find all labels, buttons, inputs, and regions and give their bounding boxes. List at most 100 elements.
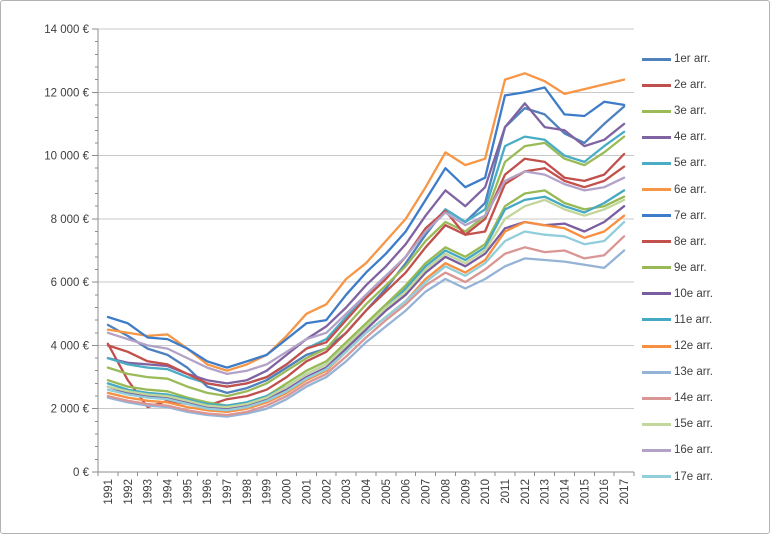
series-line-1er-arr xyxy=(106,105,626,395)
legend-line-swatch xyxy=(642,57,671,61)
x-tick-label: 2015 xyxy=(579,479,591,505)
legend-line-swatch xyxy=(642,161,671,165)
legend-line-swatch xyxy=(642,448,671,452)
legend-line-swatch xyxy=(642,370,671,374)
legend-item-4e-arr: 4e arr. xyxy=(642,124,713,150)
x-tick-label: 2008 xyxy=(440,479,452,505)
legend-item-3e-arr: 3e arr. xyxy=(642,98,713,124)
y-tick-label: 14 000 € xyxy=(44,24,89,36)
x-tick-label: 2017 xyxy=(619,479,631,505)
x-tick-label: 2014 xyxy=(560,478,572,504)
legend-item-12e-arr: 12e arr. xyxy=(642,333,713,359)
legend-line-swatch xyxy=(642,318,671,322)
legend-item-10e-arr: 10e arr. xyxy=(642,281,713,307)
x-tick-label: 1992 xyxy=(123,479,135,505)
x-tick-label: 2011 xyxy=(500,479,512,504)
y-tick-label: 2 000 € xyxy=(51,404,90,416)
series-line-9e-arr xyxy=(106,189,626,407)
x-tick-label: 2013 xyxy=(540,479,552,505)
legend-label: 2e arr. xyxy=(674,79,707,92)
legend-item-17e-arr: 17e arr. xyxy=(642,464,713,490)
legend-line-swatch xyxy=(642,422,671,426)
x-tick-label: 1991 xyxy=(103,479,115,505)
legend-label: 14e arr. xyxy=(674,392,713,405)
legend-label: 12e arr. xyxy=(674,340,713,353)
series-line-14e-arr xyxy=(106,235,626,417)
x-tick-label: 1997 xyxy=(222,479,234,505)
legend: 1er arr. 2e arr. 3e arr. 4e arr. 5e arr. 6e a… xyxy=(642,46,713,490)
x-tick-label: 2005 xyxy=(381,479,393,505)
y-tick-label: 10 000 € xyxy=(44,151,89,163)
series-line-16e-arr xyxy=(106,170,626,376)
x-tick-label: 2002 xyxy=(321,479,333,505)
legend-line-swatch xyxy=(642,214,671,218)
y-tick-label: 6 000 € xyxy=(51,277,90,289)
series-line-7e-arr xyxy=(106,86,626,369)
legend-label: 15e arr. xyxy=(674,418,713,431)
legend-label: 8e arr. xyxy=(674,235,707,248)
series-line-10e-arr xyxy=(106,205,626,410)
x-tick-label: 1996 xyxy=(202,479,214,505)
series-line-13e-arr xyxy=(106,249,626,418)
legend-item-6e-arr: 6e arr. xyxy=(642,176,713,202)
legend-line-swatch xyxy=(642,344,671,348)
legend-label: 3e arr. xyxy=(674,105,707,118)
y-tick-label: 12 000 € xyxy=(44,87,89,99)
x-tick-label: 1999 xyxy=(262,479,274,505)
legend-label: 11e arr. xyxy=(674,313,713,326)
legend-item-14e-arr: 14e arr. xyxy=(642,385,713,411)
legend-label: 6e arr. xyxy=(674,183,707,196)
x-tick-label: 1998 xyxy=(242,479,254,505)
legend-line-swatch xyxy=(642,396,671,400)
legend-label: 9e arr. xyxy=(674,261,707,274)
legend-item-11e-arr: 11e arr. xyxy=(642,307,713,333)
x-tick-label: 2007 xyxy=(421,479,433,505)
legend-item-1er-arr: 1er arr. xyxy=(642,46,713,72)
legend-item-15e-arr: 15e arr. xyxy=(642,411,713,437)
legend-label: 1er arr. xyxy=(674,53,711,66)
y-tick-label: 4 000 € xyxy=(51,340,90,352)
y-tick-label: 0 € xyxy=(73,467,90,479)
x-tick-label: 2006 xyxy=(401,479,413,505)
x-tick-label: 1994 xyxy=(162,478,174,504)
legend-label: 10e arr. xyxy=(674,287,713,300)
legend-item-5e-arr: 5e arr. xyxy=(642,150,713,176)
legend-line-swatch xyxy=(642,135,671,139)
legend-line-swatch xyxy=(642,266,671,270)
legend-line-swatch xyxy=(642,292,671,296)
x-tick-label: 1993 xyxy=(143,479,155,505)
series-line-17e-arr xyxy=(106,220,626,412)
x-tick-label: 2010 xyxy=(480,479,492,505)
x-tick-label: 2009 xyxy=(460,479,472,505)
legend-item-2e-arr: 2e arr. xyxy=(642,72,713,98)
x-tick-label: 2003 xyxy=(341,479,353,505)
legend-line-swatch xyxy=(642,109,671,113)
legend-label: 16e arr. xyxy=(674,444,713,457)
legend-label: 17e arr. xyxy=(674,470,713,483)
x-tick-label: 2016 xyxy=(599,479,611,505)
legend-line-swatch xyxy=(642,83,671,87)
series-line-15e-arr xyxy=(106,198,626,409)
legend-item-13e-arr: 13e arr. xyxy=(642,359,713,385)
legend-line-swatch xyxy=(642,240,671,244)
legend-line-swatch xyxy=(642,475,671,479)
series-line-8e-arr xyxy=(106,165,626,388)
x-tick-label: 2004 xyxy=(361,478,373,504)
x-tick-label: 2001 xyxy=(301,479,313,505)
y-tick-label: 8 000 € xyxy=(51,214,90,226)
legend-label: 4e arr. xyxy=(674,131,707,144)
series-line-12e-arr xyxy=(106,214,626,414)
legend-label: 5e arr. xyxy=(674,157,707,170)
legend-item-16e-arr: 16e arr. xyxy=(642,437,713,463)
x-tick-label: 2012 xyxy=(520,479,532,505)
legend-item-9e-arr: 9e arr. xyxy=(642,255,713,281)
legend-label: 7e arr. xyxy=(674,209,707,222)
x-tick-label: 1995 xyxy=(182,479,194,505)
legend-item-8e-arr: 8e arr. xyxy=(642,229,713,255)
legend-label: 13e arr. xyxy=(674,366,713,379)
legend-item-7e-arr: 7e arr. xyxy=(642,203,713,229)
legend-line-swatch xyxy=(642,188,671,192)
x-tick-label: 2000 xyxy=(282,479,294,505)
